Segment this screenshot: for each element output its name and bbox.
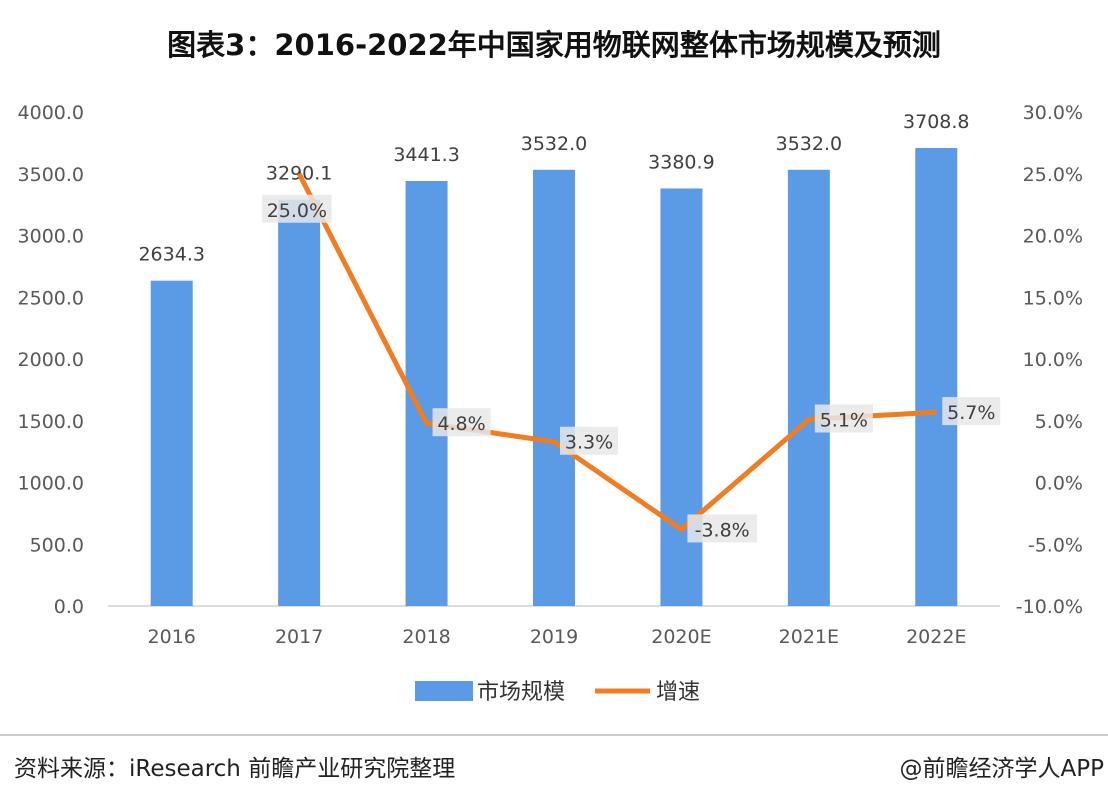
line-data-label-bg [942, 397, 1001, 426]
left-axis-tick-label: 1500.0 [18, 411, 84, 433]
right-axis-tick-label: 25.0% [1023, 164, 1083, 186]
footer-source: 资料来源：iResearch 前瞻产业研究院整理 [14, 756, 455, 782]
bar-data-label: 3532.0 [521, 133, 587, 155]
line-data-label: 5.7% [947, 402, 995, 424]
legend: 市场规模 增速 [415, 680, 700, 705]
right-axis-tick-label: -5.0% [1028, 534, 1083, 556]
legend-line-label: 增速 [656, 680, 700, 705]
right-axis-tick-label: 20.0% [1023, 226, 1083, 248]
left-axis-tick-label: 3000.0 [18, 226, 84, 248]
line-data-label-bg [432, 408, 491, 437]
left-axis-tick-label: 4000.0 [18, 102, 84, 124]
bar-data-label: 2634.3 [138, 244, 204, 266]
line-data-label-bg [262, 194, 332, 223]
bar-data-label: 3708.8 [903, 111, 969, 133]
bar [533, 169, 575, 606]
footer-credit: @前瞻经济学人APP [900, 756, 1105, 782]
x-axis-tick-label: 2016 [148, 626, 196, 648]
x-axis-tick-label: 2018 [402, 626, 450, 648]
right-axis-tick-label: 30.0% [1023, 102, 1083, 124]
line-data-label: 25.0% [267, 200, 327, 222]
bar-data-label: 3441.3 [393, 144, 459, 166]
bar [787, 169, 830, 606]
line-data-label: 4.8% [437, 413, 485, 435]
left-axis-tick-label: 0.0 [54, 596, 84, 618]
bar-data-label: 3380.9 [648, 151, 714, 173]
line-data-label-bg [687, 514, 757, 543]
right-axis-tick-label: 15.0% [1023, 287, 1083, 309]
bar-data-label: 3290.1 [266, 163, 332, 185]
growth-line [296, 172, 937, 532]
x-axis-tick-label: 2021E [779, 626, 839, 648]
right-axis-tick-label: 5.0% [1035, 411, 1083, 433]
line-data-label: 5.1% [820, 410, 868, 432]
bar [915, 147, 958, 606]
bar [660, 188, 703, 606]
legend-bar-label: 市场规模 [477, 680, 565, 705]
right-axis-tick-label: 0.0% [1035, 473, 1083, 495]
left-axis-tick-label: 1000.0 [18, 473, 84, 495]
left-axis-tick-label: 3500.0 [18, 164, 84, 186]
legend-bar-swatch [415, 681, 473, 701]
chart-title: 图表3：2016-2022年中国家用物联网整体市场规模及预测 [167, 28, 941, 62]
x-axis-tick-label: 2020E [651, 626, 711, 648]
left-axis-tick-label: 500.0 [30, 534, 84, 556]
right-axis-tick-label: -10.0% [1016, 596, 1083, 618]
left-axis-tick-label: 2000.0 [18, 349, 84, 371]
left-axis-tick-label: 2500.0 [18, 287, 84, 309]
right-axis-tick-label: 10.0% [1023, 349, 1083, 371]
bar [278, 199, 321, 606]
bar [150, 280, 193, 606]
line-data-label: 3.3% [565, 432, 613, 454]
bar-data-label: 3532.0 [776, 133, 842, 155]
line-data-label-bg [814, 404, 873, 433]
x-axis-tick-label: 2019 [530, 626, 578, 648]
x-axis-tick-label: 2017 [275, 626, 323, 648]
x-axis-tick-label: 2022E [906, 626, 966, 648]
line-data-label: -3.8% [695, 519, 750, 541]
line-data-label-bg [560, 426, 618, 455]
